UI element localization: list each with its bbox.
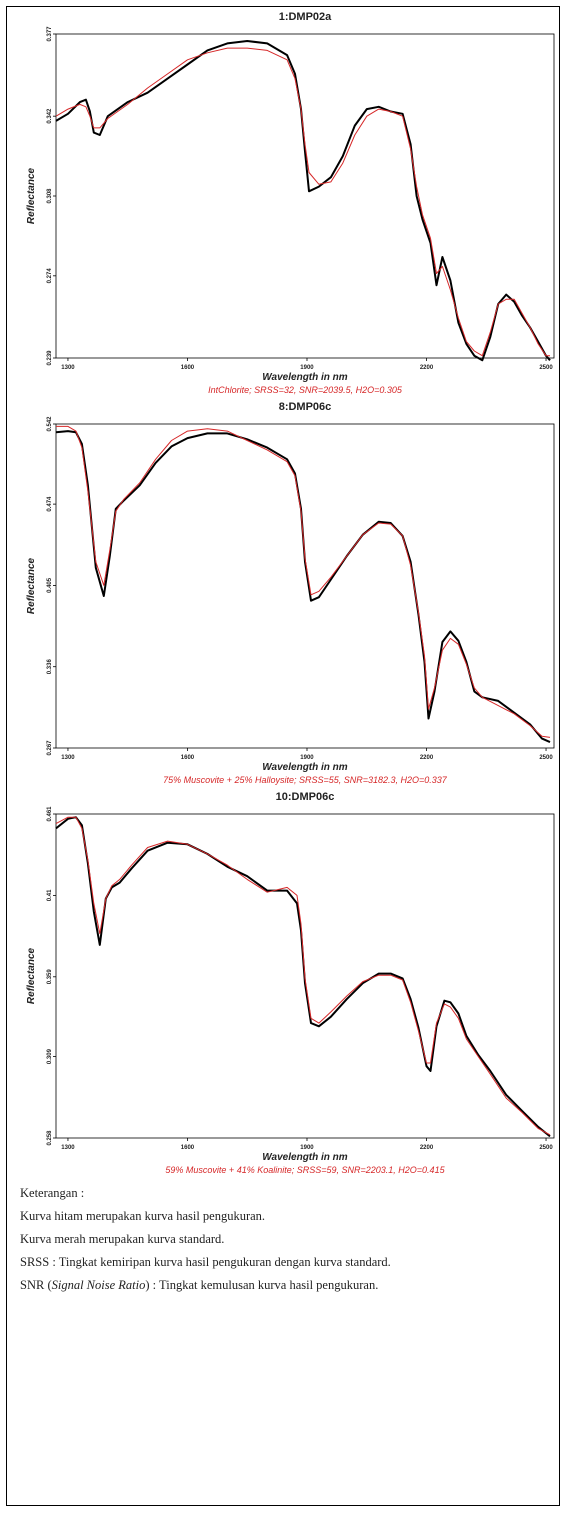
chart-title: 1:DMP02a bbox=[279, 11, 332, 23]
measured-curve bbox=[55, 40, 551, 362]
y-tick-label: 0.474 bbox=[47, 496, 53, 512]
measured-curve bbox=[55, 430, 551, 744]
standard-curve bbox=[55, 816, 551, 1136]
legend-red-curve: Kurva merah merupakan kurva standard. bbox=[20, 1232, 225, 1246]
y-tick-label: 0.274 bbox=[47, 268, 53, 284]
y-tick-label: 0.359 bbox=[47, 969, 53, 985]
chart-title: 10:DMP06c bbox=[276, 791, 335, 803]
chart-title: 8:DMP06c bbox=[279, 401, 332, 413]
plot-area bbox=[55, 423, 555, 749]
x-tick-label: 1600 bbox=[181, 755, 195, 761]
y-tick-label: 0.377 bbox=[47, 26, 53, 42]
y-axis-label: Reflectance bbox=[26, 167, 37, 224]
y-tick-label: 0.405 bbox=[47, 577, 53, 593]
legend-snr-suffix: ) : Tingkat kemulusan kurva hasil penguk… bbox=[145, 1278, 379, 1292]
x-tick-label: 2500 bbox=[539, 365, 553, 371]
x-tick-label: 2200 bbox=[420, 365, 434, 371]
y-axis-label: Reflectance bbox=[26, 557, 37, 614]
x-tick-label: 1300 bbox=[61, 365, 75, 371]
y-tick-label: 0.41 bbox=[47, 889, 53, 901]
fit-annotation: 75% Muscovite + 25% Halloysite; SRSS=55,… bbox=[163, 775, 448, 785]
y-tick-label: 0.267 bbox=[47, 740, 53, 756]
x-tick-label: 1900 bbox=[300, 755, 314, 761]
y-tick-label: 0.542 bbox=[47, 416, 53, 432]
x-tick-label: 1300 bbox=[61, 1145, 75, 1151]
x-tick-label: 1300 bbox=[61, 755, 75, 761]
y-tick-label: 0.258 bbox=[47, 1130, 53, 1146]
plot-area bbox=[55, 33, 555, 359]
standard-curve bbox=[56, 425, 551, 738]
x-tick-label: 2200 bbox=[420, 755, 434, 761]
y-tick-label: 0.336 bbox=[47, 659, 53, 675]
legend-heading: Keterangan : bbox=[20, 1186, 85, 1200]
x-tick-label: 2200 bbox=[420, 1145, 434, 1151]
x-axis-label: Wavelength in nm bbox=[262, 762, 347, 773]
y-tick-label: 0.308 bbox=[47, 188, 53, 204]
y-tick-label: 0.461 bbox=[47, 806, 53, 822]
chart-2: 8:DMP06c 1300 1600 1900 2200 2500 0.267 0.336 0.… bbox=[26, 401, 555, 785]
legend-block: Keterangan : Kurva hitam merupakan kurva… bbox=[20, 1186, 550, 1301]
x-tick-label: 2500 bbox=[539, 755, 553, 761]
legend-snr: SNR (Signal Noise Ratio) : Tingkat kemul… bbox=[20, 1278, 550, 1293]
y-tick-label: 0.342 bbox=[47, 108, 53, 124]
legend-snr-term: Signal Noise Ratio bbox=[51, 1278, 146, 1292]
x-tick-label: 1900 bbox=[300, 1145, 314, 1151]
plot-area bbox=[55, 813, 555, 1139]
y-axis-label: Reflectance bbox=[26, 947, 37, 1004]
x-axis-label: Wavelength in nm bbox=[262, 372, 347, 383]
x-tick-label: 1900 bbox=[300, 365, 314, 371]
chart-3: 10:DMP06c 1300 1600 1900 2200 2500 0.258 0.309 0… bbox=[26, 791, 555, 1175]
x-tick-label: 1600 bbox=[181, 1145, 195, 1151]
legend-snr-prefix: SNR ( bbox=[20, 1278, 52, 1292]
y-tick-label: 0.239 bbox=[47, 350, 53, 366]
standard-curve bbox=[55, 47, 550, 357]
measured-curve bbox=[55, 816, 551, 1138]
legend-srss: SRSS : Tingkat kemiripan kurva hasil pen… bbox=[20, 1255, 391, 1269]
x-axis-label: Wavelength in nm bbox=[262, 1152, 347, 1163]
x-tick-label: 2500 bbox=[539, 1145, 553, 1151]
figure-frame bbox=[6, 6, 560, 1506]
fit-annotation: 59% Muscovite + 41% Koalinite; SRSS=59, … bbox=[165, 1165, 445, 1175]
legend-black-curve: Kurva hitam merupakan kurva hasil penguk… bbox=[20, 1209, 266, 1223]
x-tick-label: 1600 bbox=[181, 365, 195, 371]
chart-1: 1:DMP02a 1300 1600 1900 2200 2500 0.239 0.274 0.… bbox=[26, 11, 555, 395]
fit-annotation: IntChlorite; SRSS=32, SNR=2039.5, H2O=0.… bbox=[208, 385, 403, 395]
y-tick-label: 0.309 bbox=[47, 1048, 53, 1064]
